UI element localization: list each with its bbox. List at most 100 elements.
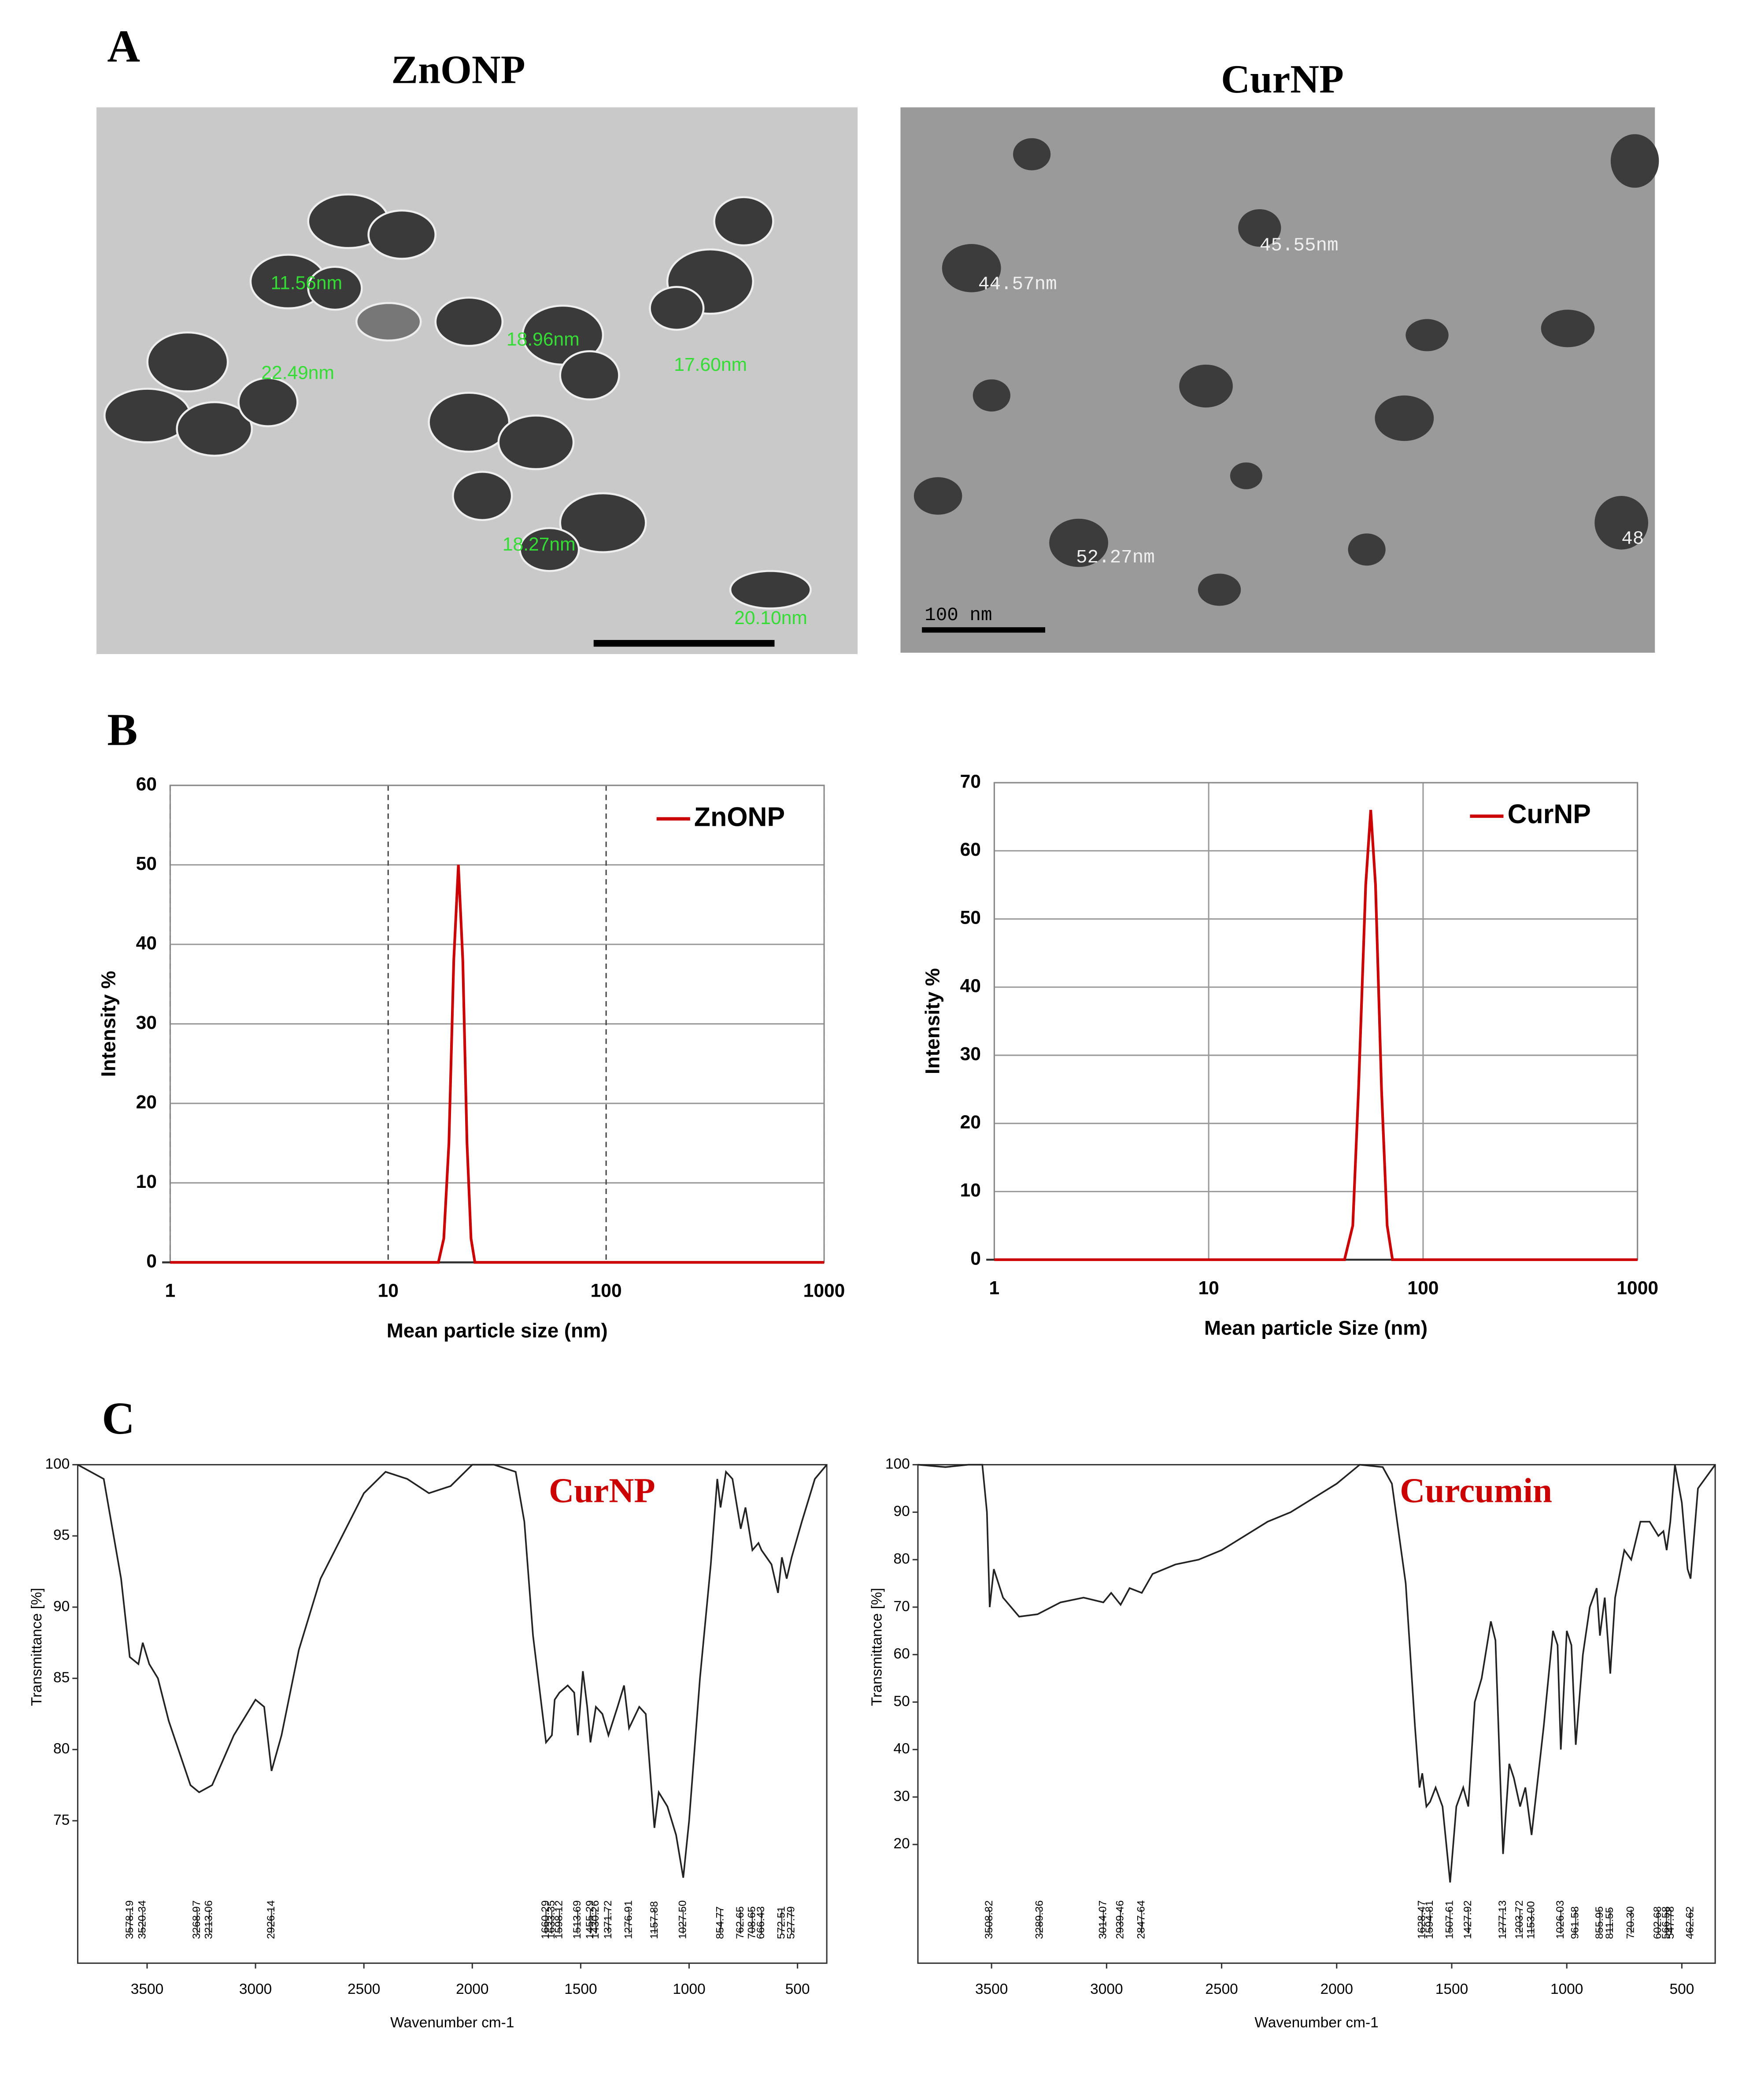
y-axis-title: Transmittance [%] (29, 1588, 45, 1706)
plot-frame (77, 1464, 828, 1964)
peak-label: 708.65 (746, 1906, 758, 1939)
size-annotations: 11.56nm 18.96nm 22.49nm 17.60nm 18.27nm … (261, 273, 807, 629)
peak-label: 1598.12 (553, 1900, 565, 1939)
x-tick-label: 10 (1198, 1277, 1219, 1298)
y-tick-label: 50 (136, 853, 157, 874)
y-tick-label: 95 (53, 1527, 70, 1543)
x-tick-label: 3000 (239, 1981, 272, 1997)
y-tick-label: 10 (136, 1171, 157, 1192)
y-tick-label: 90 (53, 1598, 70, 1615)
peak-label: 3014.07 (1097, 1900, 1109, 1939)
x-tick-label: 500 (785, 1981, 810, 1997)
peak-label: 1026.03 (1554, 1900, 1566, 1939)
panel-label: A (107, 22, 140, 72)
y-tick-label: 0 (970, 1248, 981, 1269)
peak-label: 527.79 (785, 1906, 797, 1939)
peak-label: 602.68 (1652, 1906, 1664, 1939)
x-tick-label: 100 (591, 1280, 622, 1301)
tem-image (900, 107, 1655, 653)
x-tick-label: 1 (989, 1277, 1000, 1298)
peak-label: 2847.64 (1135, 1900, 1147, 1939)
size-annotation: 11.56nm (271, 273, 343, 294)
peak-label: 3289.36 (1034, 1900, 1046, 1939)
peak-label: 572.51 (775, 1906, 787, 1939)
x-tick-label: 1000 (803, 1280, 845, 1301)
size-annotation: 18.27nm (503, 534, 576, 555)
y-tick-label: 70 (894, 1598, 910, 1615)
peak-label: 1027.50 (677, 1900, 688, 1939)
particles (914, 134, 1659, 606)
peak-label: 1594.81 (1424, 1900, 1435, 1939)
y-tick-label: 20 (894, 1836, 910, 1852)
panel-label: C (102, 1394, 135, 1444)
x-axis-title: Wavenumber cm-1 (390, 2015, 514, 2031)
peak-label: 855.95 (1594, 1906, 1605, 1939)
chart-title: CurNP (549, 1472, 655, 1510)
y-tick-label: 60 (136, 773, 157, 795)
y-axis-title: Transmittance [%] (869, 1588, 885, 1706)
peak-label: 961.58 (1569, 1906, 1581, 1939)
x-tick-label: 3000 (1090, 1981, 1123, 1997)
peak-label: 1371.72 (602, 1900, 614, 1939)
image-title: ZnONP (391, 48, 525, 92)
y-tick-label: 75 (53, 1812, 70, 1828)
y-tick-label: 40 (894, 1741, 910, 1757)
y-tick-label: 90 (894, 1503, 910, 1520)
series-line (170, 865, 825, 1264)
peak-label: 547.78 (1664, 1906, 1676, 1939)
x-tick-label: 100 (1407, 1277, 1439, 1298)
peak-label: 2926.14 (265, 1900, 277, 1939)
legend-label: CurNP (1508, 799, 1591, 829)
x-axis-title: Mean particle Size (nm) (1204, 1316, 1428, 1339)
size-annotation: 45.55nm (1260, 235, 1339, 256)
chart-title: Curcumin (1400, 1472, 1552, 1510)
series-line (77, 1464, 828, 1878)
peak-label: 720.30 (1625, 1906, 1637, 1939)
size-annotation: 17.60nm (674, 354, 747, 375)
y-tick-label: 10 (960, 1180, 981, 1201)
peak-label: 1427.92 (1462, 1900, 1474, 1939)
x-tick-label: 1000 (1616, 1277, 1658, 1298)
x-tick-label: 500 (1669, 1981, 1694, 1997)
peak-label: 1507.61 (1443, 1900, 1455, 1939)
peak-label: 1430.26 (589, 1900, 601, 1939)
peak-label: 2939.46 (1114, 1900, 1126, 1939)
image-title: CurNP (1221, 57, 1344, 101)
peak-label: 1660.29 (540, 1900, 551, 1939)
x-tick-label: 1500 (1435, 1981, 1468, 1997)
x-tick-label: 1000 (673, 1981, 705, 1997)
x-tick-label: 1 (165, 1280, 176, 1301)
peak-label: 666.43 (755, 1906, 767, 1939)
y-tick-label: 80 (53, 1741, 70, 1757)
peak-label: 462.62 (1684, 1906, 1696, 1939)
peak-label: 1277.13 (1497, 1900, 1509, 1939)
y-tick-label: 100 (45, 1456, 70, 1472)
y-tick-label: 40 (960, 975, 981, 996)
x-tick-label: 3500 (975, 1981, 1008, 1997)
series-line (917, 1464, 1716, 1883)
x-tick-label: 2500 (1205, 1981, 1238, 1997)
size-annotation: 52.27nm (1076, 547, 1155, 568)
peak-label: 1455.29 (584, 1900, 596, 1939)
series-line (994, 810, 1638, 1261)
scale-bar-label: 100 nm (925, 605, 992, 626)
y-tick-label: 50 (894, 1693, 910, 1709)
x-tick-label: 2500 (348, 1981, 380, 1997)
peak-label: 1628.47 (1416, 1900, 1428, 1939)
peak-label: 3520.34 (136, 1900, 148, 1939)
y-tick-label: 40 (136, 932, 157, 954)
peak-label: 1203.72 (1513, 1900, 1525, 1939)
x-axis-title: Mean particle size (nm) (387, 1319, 608, 1342)
size-annotation: 48 (1621, 529, 1644, 550)
peak-label: 1157.88 (648, 1901, 660, 1939)
y-tick-label: 100 (885, 1456, 910, 1472)
x-tick-label: 3500 (131, 1981, 163, 1997)
plot-frame (993, 782, 1638, 1261)
peak-label: 1153.00 (1525, 1901, 1537, 1939)
size-annotation: 20.10nm (734, 607, 807, 629)
y-tick-label: 70 (960, 771, 981, 792)
peak-label: 854.77 (714, 1906, 726, 1939)
panel-label: B (107, 705, 137, 755)
y-axis-title: Intensity % (97, 971, 120, 1077)
